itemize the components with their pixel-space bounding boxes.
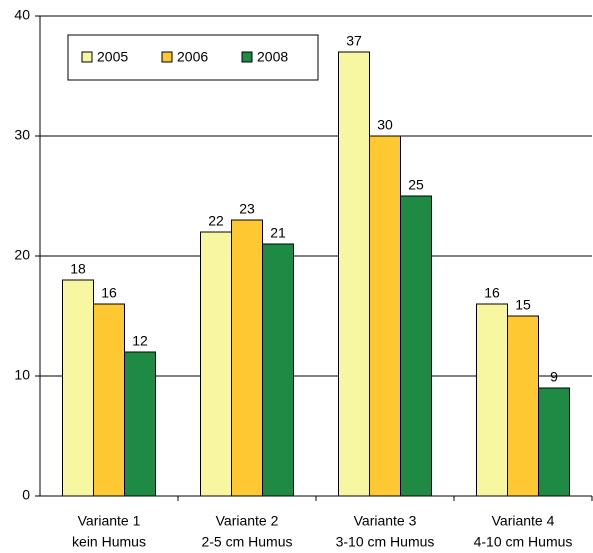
- x-tick-label: Variante 4: [492, 513, 555, 529]
- legend-label: 2008: [257, 49, 288, 65]
- x-tick-label: 3-10 cm Humus: [336, 534, 435, 550]
- bar: [200, 231, 232, 497]
- data-label: 12: [132, 333, 148, 349]
- data-label: 21: [270, 225, 286, 241]
- y-tick-label: 20: [14, 247, 30, 263]
- bar: [400, 195, 432, 497]
- bar: [538, 387, 570, 497]
- bar: [124, 351, 156, 497]
- x-tick-label: Variante 1: [78, 513, 141, 529]
- legend-swatch: [161, 51, 173, 63]
- bar: [369, 135, 401, 497]
- bar: [62, 279, 94, 497]
- y-tick-label: 0: [22, 487, 30, 503]
- data-label: 18: [70, 261, 86, 277]
- data-label: 30: [377, 117, 393, 133]
- bar: [231, 219, 263, 497]
- bar: [507, 315, 539, 497]
- legend-label: 2006: [177, 49, 208, 65]
- y-tick-label: 40: [14, 7, 30, 23]
- x-tick-label: 4-10 cm Humus: [474, 534, 573, 550]
- data-label: 22: [208, 213, 224, 229]
- x-tick-label: Variante 3: [354, 513, 417, 529]
- legend-swatch: [81, 51, 93, 63]
- x-tick-label: 2-5 cm Humus: [201, 534, 292, 550]
- bar: [93, 303, 125, 497]
- data-label: 16: [484, 285, 500, 301]
- data-label: 23: [239, 201, 255, 217]
- data-label: 25: [408, 177, 424, 193]
- data-label: 37: [346, 33, 362, 49]
- legend-box: [67, 34, 319, 81]
- x-tick-label: Variante 2: [216, 513, 279, 529]
- bar: [476, 303, 508, 497]
- x-tick-label: kein Humus: [72, 534, 146, 550]
- y-tick-label: 10: [14, 367, 30, 383]
- y-tick-label: 30: [14, 127, 30, 143]
- bar: [338, 51, 370, 497]
- bar: [262, 243, 294, 497]
- legend-label: 2005: [97, 49, 128, 65]
- data-label: 16: [101, 285, 117, 301]
- data-label: 15: [515, 297, 531, 313]
- legend-swatch: [241, 51, 253, 63]
- data-label: 9: [550, 369, 558, 385]
